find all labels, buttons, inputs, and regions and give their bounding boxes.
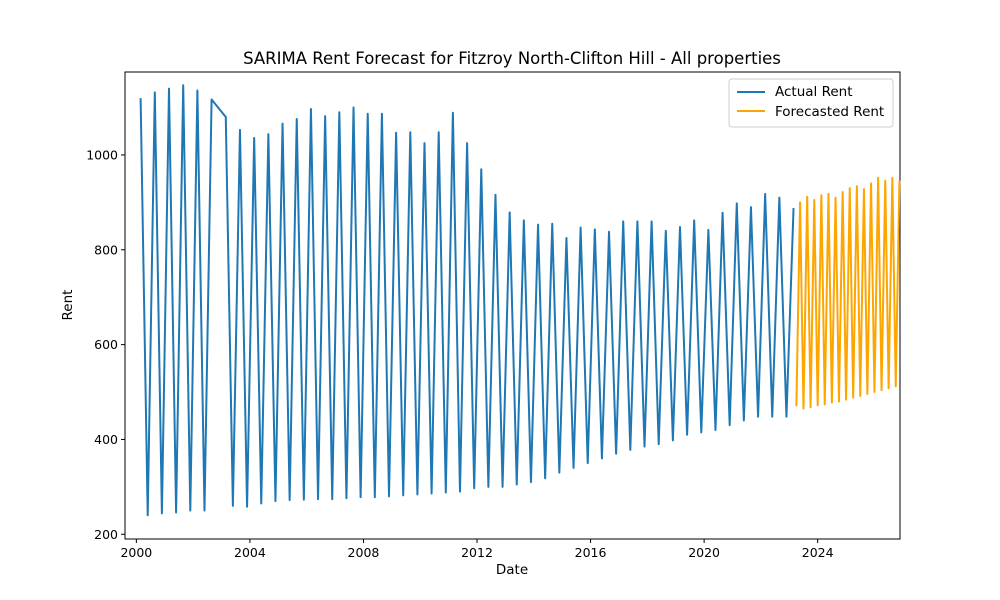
x-tick-label: 2008 (348, 545, 380, 560)
x-tick-label: 2012 (461, 545, 493, 560)
plot-area-frame (124, 71, 901, 540)
chart-title: SARIMA Rent Forecast for Fitzroy North-C… (243, 49, 781, 68)
forecasted-rent-line (795, 176, 901, 410)
x-tick-label: 2024 (802, 545, 834, 560)
y-tick-label: 200 (94, 527, 118, 542)
x-axis: 2000 2004 2008 2012 2016 2020 2024 (120, 539, 834, 560)
legend-label-actual: Actual Rent (775, 84, 853, 100)
x-tick-label: 2000 (120, 545, 152, 560)
x-tick-label: 2016 (575, 545, 607, 560)
legend-label-forecast: Forecasted Rent (775, 104, 884, 120)
series-lines (139, 84, 901, 517)
y-axis: 200 400 600 800 1000 (86, 147, 125, 542)
y-tick-label: 400 (94, 432, 118, 447)
y-axis-title: Rent (60, 290, 76, 321)
x-axis-title: Date (496, 562, 528, 578)
y-tick-label: 600 (94, 337, 118, 352)
legend: Actual Rent Forecasted Rent (728, 78, 894, 128)
y-tick-label: 800 (94, 242, 118, 257)
actual-rent-line (139, 84, 795, 517)
y-tick-label: 1000 (86, 147, 118, 162)
x-tick-label: 2020 (688, 545, 720, 560)
x-tick-label: 2004 (234, 545, 266, 560)
legend-box (728, 78, 894, 128)
